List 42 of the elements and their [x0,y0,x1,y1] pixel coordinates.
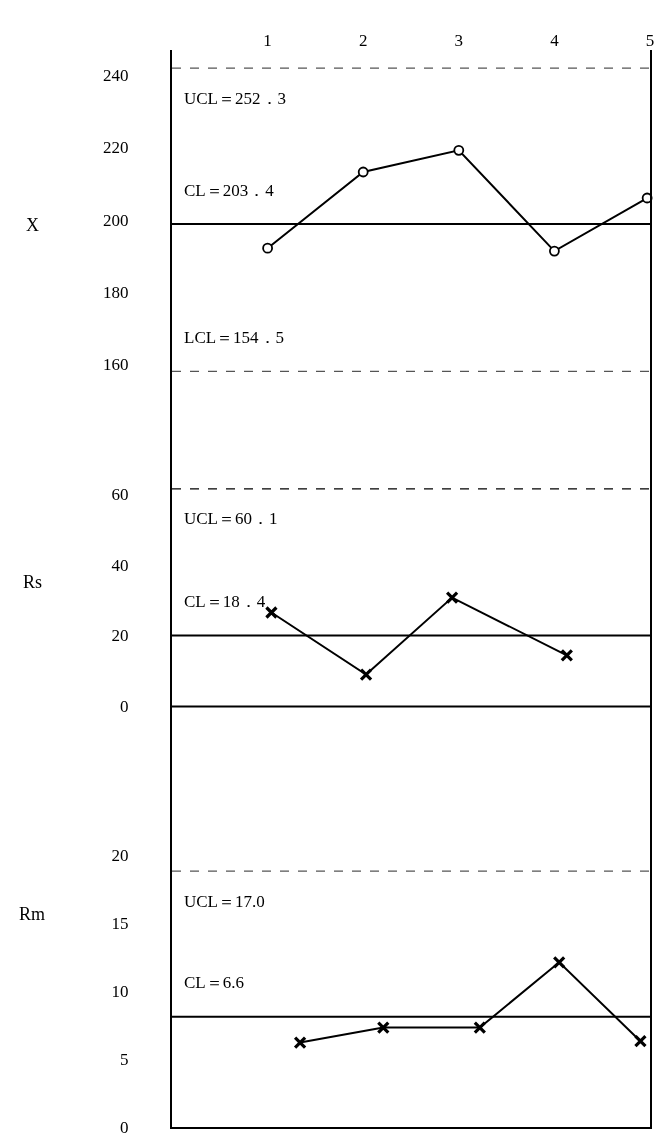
x-tick-label: 3 [454,30,464,50]
x-tick-label: 4 [550,30,560,50]
y-axis-title: X [26,215,39,235]
ref-line-label: UCL＝17.0 [184,892,265,911]
point [633,1034,648,1048]
x-tick-label: 1 [263,30,272,50]
y-axis-title: Rs [23,572,43,592]
y-tick-label: 180 [103,282,129,302]
point [552,955,566,969]
point [357,166,369,178]
y-tick-label: 20 [111,845,129,865]
point [445,591,459,605]
point [560,648,574,662]
point [376,1021,390,1035]
y-tick-label: 40 [111,555,129,575]
y-tick-label: 20 [111,626,129,646]
y-tick-label: 60 [111,484,129,504]
point [453,144,465,156]
ref-line-label: UCL＝252．3 [184,89,286,108]
y-tick-label: 10 [111,981,129,1001]
y-tick-label: 220 [103,138,129,158]
y-tick-label: 240 [103,66,129,86]
y-axis-title: Rm [19,904,46,924]
y-tick-label: 160 [103,355,129,375]
ref-line-label: CL＝6.6 [184,973,244,992]
point [262,242,273,254]
ref-line-label: CL＝18．4 [184,592,266,611]
point [473,1021,487,1035]
y-tick-label: 200 [103,210,129,230]
point [549,245,560,257]
point [359,667,373,682]
y-tick-label: 15 [111,913,129,933]
ref-line-label: UCL＝60．1 [184,509,278,528]
ref-line-label: LCL＝154．5 [184,328,285,347]
y-tick-label: 0 [120,1117,129,1137]
y-tick-label: 5 [120,1049,129,1069]
y-tick-label: 0 [120,697,129,717]
point [293,1035,307,1050]
point [264,605,279,620]
ref-line-label: CL＝203．4 [184,181,275,200]
x-tick-label: 5 [645,30,655,50]
x-tick-label: 2 [358,30,368,50]
